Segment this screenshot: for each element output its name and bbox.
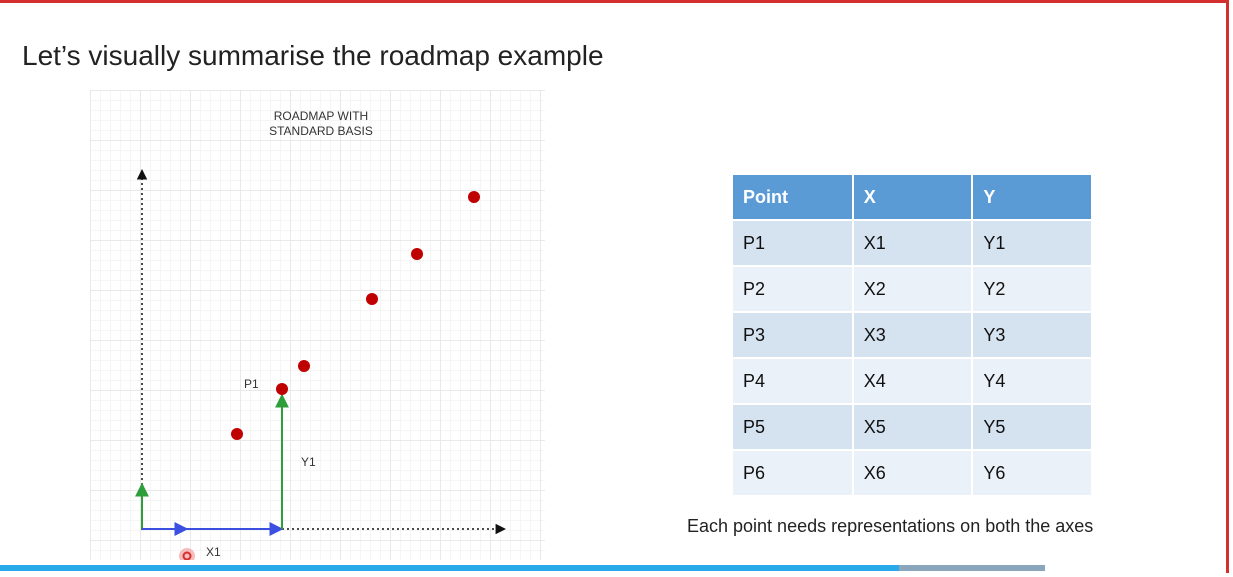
table-row: P6 X6 Y6 bbox=[733, 449, 1093, 495]
cell-x: X3 bbox=[852, 311, 974, 358]
cell-y: Y5 bbox=[972, 403, 1093, 450]
cell-point: P2 bbox=[733, 265, 854, 312]
diagram-title-line1: ROADMAP WITH bbox=[274, 109, 368, 123]
cell-y: Y2 bbox=[972, 265, 1093, 312]
table-row: P1 X1 Y1 bbox=[733, 219, 1093, 266]
point-p6 bbox=[468, 191, 480, 203]
point-p5 bbox=[411, 248, 423, 260]
table-header-row: Point X Y bbox=[733, 175, 1093, 220]
cell-x: X4 bbox=[852, 357, 974, 404]
table-row: P2 X2 Y2 bbox=[733, 265, 1093, 312]
point-p4 bbox=[366, 293, 378, 305]
cell-x: X1 bbox=[852, 219, 974, 266]
table-row: P3 X3 Y3 bbox=[733, 311, 1093, 358]
diagram-title-line2: STANDARD BASIS bbox=[269, 124, 373, 138]
label-p1: P1 bbox=[244, 377, 259, 391]
roadmap-svg: ROADMAP WITH STANDARD BASIS P1 Y1 X1 bbox=[135, 109, 507, 560]
table-row: P5 X5 Y5 bbox=[733, 403, 1093, 450]
cell-y: Y3 bbox=[972, 311, 1093, 358]
cell-point: P6 bbox=[733, 449, 854, 495]
cursor-highlight bbox=[179, 548, 195, 560]
cell-y: Y1 bbox=[972, 219, 1093, 266]
point-p1 bbox=[276, 383, 288, 395]
header-y: Y bbox=[972, 175, 1093, 220]
cell-x: X2 bbox=[852, 265, 974, 312]
point-p2 bbox=[231, 428, 243, 440]
cell-point: P3 bbox=[733, 311, 854, 358]
cell-y: Y4 bbox=[972, 357, 1093, 404]
slide-caption: Each point needs representations on both… bbox=[687, 516, 1094, 536]
roadmap-diagram: ROADMAP WITH STANDARD BASIS P1 Y1 X1 bbox=[90, 90, 545, 560]
header-point: Point bbox=[733, 175, 854, 220]
video-progress-fill bbox=[0, 565, 899, 571]
cursor-dot bbox=[182, 551, 192, 560]
point-p3 bbox=[298, 360, 310, 372]
table-row: P4 X4 Y4 bbox=[733, 357, 1093, 404]
header-x: X bbox=[852, 175, 974, 220]
cell-point: P1 bbox=[733, 219, 854, 266]
label-y1: Y1 bbox=[301, 455, 316, 469]
label-x1: X1 bbox=[206, 545, 221, 559]
cell-point: P4 bbox=[733, 357, 854, 404]
cell-point: P5 bbox=[733, 403, 854, 450]
cell-x: X6 bbox=[852, 449, 974, 495]
cell-x: X5 bbox=[852, 403, 974, 450]
points-table-wrap: Point X Y P1 X1 Y1 P2 X2 Y2 P3 X3 Y3 P bbox=[733, 175, 1093, 495]
video-progress-bar[interactable] bbox=[0, 565, 1045, 571]
cell-y: Y6 bbox=[972, 449, 1093, 495]
points-table: Point X Y P1 X1 Y1 P2 X2 Y2 P3 X3 Y3 P bbox=[733, 175, 1093, 495]
slide-title: Let’s visually summarise the roadmap exa… bbox=[22, 40, 604, 71]
